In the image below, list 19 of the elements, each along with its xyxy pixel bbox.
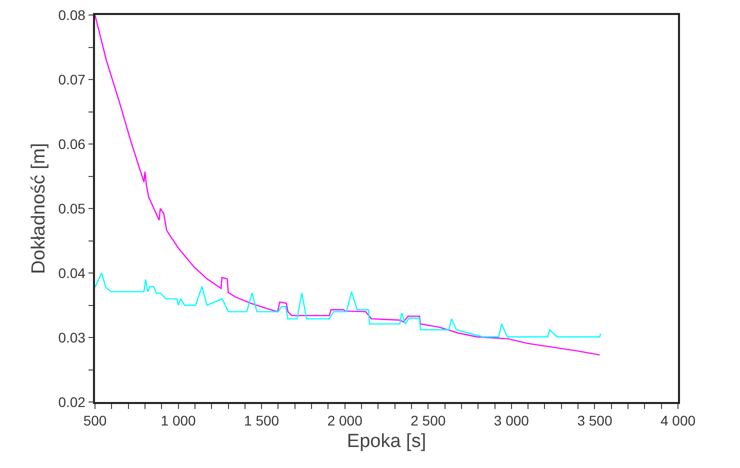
x-tick-label: 2 500 [410, 412, 446, 429]
x-tick-label: 3 000 [494, 412, 530, 429]
x-tick-label: 2 000 [327, 412, 363, 429]
y-tick-label: 0.05 [58, 200, 86, 216]
y-tick-label: 0.07 [58, 71, 86, 88]
x-tick-label: 3 500 [577, 412, 612, 429]
x-tick-label: 1 500 [244, 412, 280, 429]
line-series [95, 272, 602, 338]
y-tick-label: 0.04 [58, 264, 86, 281]
y-tick-label: 0.06 [58, 136, 86, 152]
y-tick-label: 0.03 [58, 329, 86, 346]
y-tick-label: 0.02 [58, 394, 86, 410]
x-axis-title: Epoka [s] [346, 430, 426, 452]
line-series [95, 15, 600, 356]
x-tick-label: 4 000 [660, 412, 696, 429]
x-tick-label: 1 000 [160, 412, 196, 429]
y-axis-title: Dokładność [m] [28, 143, 50, 274]
x-tick-label: 500 [83, 412, 107, 429]
y-tick-label: 0.08 [58, 6, 86, 23]
